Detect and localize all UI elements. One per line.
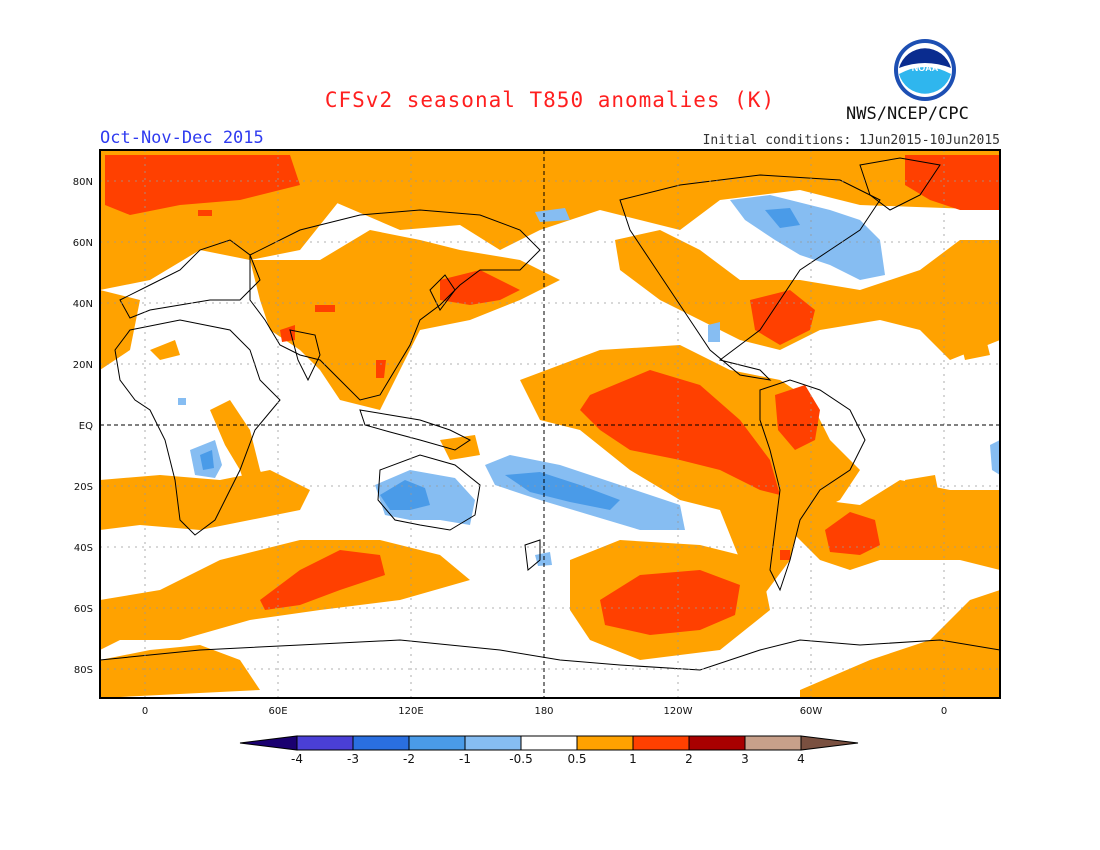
colorbar-cell <box>352 735 410 751</box>
lon-label: 120E <box>398 706 423 717</box>
map-frame <box>99 149 1001 699</box>
colorbar-cell <box>520 735 578 751</box>
colorbar-cell <box>576 735 634 751</box>
colorbar-label: 4 <box>797 752 805 766</box>
colorbar-cell <box>408 735 466 751</box>
map-title: CFSv2 seasonal T850 anomalies (K) <box>324 88 776 112</box>
noaa-logo: NOAA <box>894 39 956 101</box>
anomaly-level-minus-1 <box>200 208 800 510</box>
logo-text: NOAA <box>912 63 939 73</box>
colorbar-cell <box>464 735 522 751</box>
colorbar-label: -0.5 <box>509 752 533 766</box>
colorbar-label: -3 <box>347 752 359 766</box>
lat-label: EQ <box>79 421 93 432</box>
org-label: NWS/NCEP/CPC <box>846 104 969 124</box>
colorbar-right-arrow <box>800 735 859 751</box>
lat-label: 40N <box>73 299 93 310</box>
anomaly-field <box>100 150 1000 698</box>
colorbar-cell <box>688 735 746 751</box>
season-label: Oct-Nov-Dec 2015 <box>100 128 264 148</box>
lat-label: 40S <box>74 543 93 554</box>
lat-label: 60N <box>73 238 93 249</box>
lat-label: 80N <box>73 177 93 188</box>
colorbar-label: -1 <box>459 752 471 766</box>
anomaly-level-2 <box>105 155 1000 635</box>
colorbar-cell <box>296 735 354 751</box>
colorbar-label: -2 <box>403 752 415 766</box>
lon-label: 60W <box>800 706 823 717</box>
colorbar-label: 3 <box>741 752 749 766</box>
lat-label: 60S <box>74 604 93 615</box>
colorbar-label: 1 <box>629 752 637 766</box>
lon-axis: 0 60E 120E 180 120W 60W 0 <box>142 706 947 717</box>
lat-label: 20S <box>74 482 93 493</box>
colorbar-label: 0.5 <box>567 752 587 766</box>
lon-label: 180 <box>534 706 553 717</box>
lon-label: 0 <box>142 706 148 717</box>
colorbar <box>239 735 859 751</box>
lon-label: 120W <box>664 706 693 717</box>
lon-label: 60E <box>268 706 287 717</box>
colorbar-cell <box>744 735 802 751</box>
colorbar-label: 2 <box>685 752 693 766</box>
colorbar-cell <box>632 735 690 751</box>
initial-conditions-label: Initial conditions: 1Jun2015-10Jun2015 <box>702 133 1000 148</box>
colorbar-left-arrow <box>239 735 298 751</box>
lat-label: 80S <box>74 665 93 676</box>
lat-axis: 80N 60N 40N 20N EQ 20S 40S 60S 80S <box>73 177 93 676</box>
colorbar-label: -4 <box>291 752 303 766</box>
lat-lon-grid <box>100 150 1000 698</box>
lat-label: 20N <box>73 360 93 371</box>
coastlines <box>100 157 1000 671</box>
lon-label: 0 <box>941 706 947 717</box>
